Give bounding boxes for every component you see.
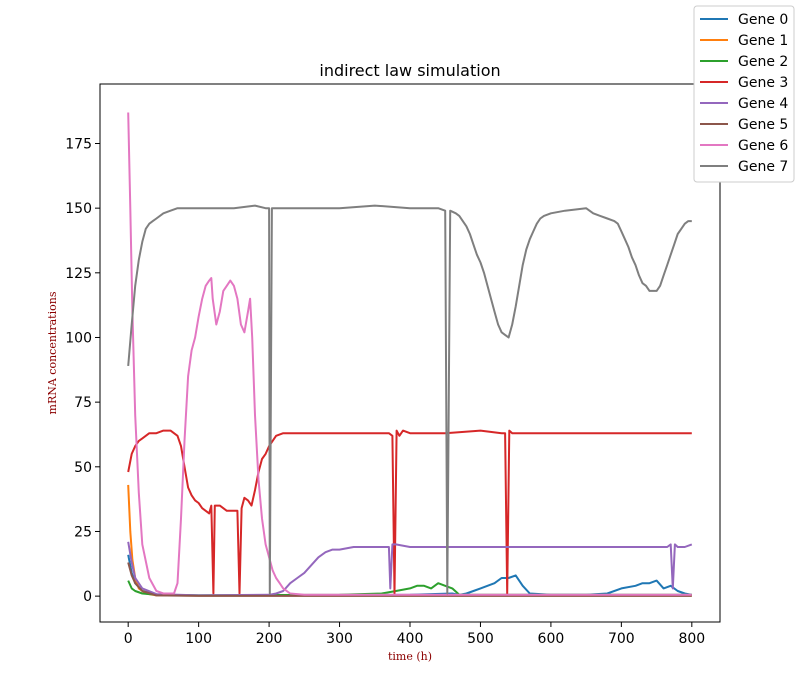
series-line-2	[127, 580, 692, 597]
chart-title: indirect law simulation	[319, 61, 500, 80]
y-tick-label: 100	[65, 330, 92, 346]
series-line-6	[127, 112, 692, 596]
y-tick-label: 175	[65, 136, 92, 152]
x-tick-label: 800	[678, 631, 705, 647]
y-tick-label: 125	[65, 266, 92, 282]
y-tick-label: 25	[74, 524, 92, 540]
y-tick-label: 150	[65, 201, 92, 217]
x-tick-label: 400	[397, 631, 424, 647]
legend-label-5: Gene 5	[738, 117, 788, 133]
legend-label-4: Gene 4	[738, 96, 788, 112]
x-tick-label: 0	[124, 631, 133, 647]
legend-label-0: Gene 0	[738, 12, 788, 28]
y-tick-label: 75	[74, 395, 92, 411]
series-line-4	[127, 541, 693, 597]
x-tick-label: 100	[185, 631, 212, 647]
series-line-7	[127, 204, 692, 595]
legend-label-3: Gene 3	[738, 75, 788, 91]
y-tick-label: 50	[74, 460, 92, 476]
x-tick-label: 200	[256, 631, 283, 647]
series-line-3	[127, 429, 692, 595]
legend-box	[693, 5, 795, 183]
legend-label-1: Gene 1	[738, 33, 788, 49]
legend-label-2: Gene 2	[738, 54, 788, 70]
plot-frame	[99, 83, 721, 623]
legend-label-7: Gene 7	[738, 159, 788, 175]
legend-label-6: Gene 6	[738, 138, 788, 154]
x-tick-label: 500	[467, 631, 494, 647]
x-axis-label: time (h)	[388, 650, 432, 663]
x-tick-label: 700	[608, 631, 635, 647]
x-tick-label: 300	[326, 631, 353, 647]
series-line-5	[127, 562, 692, 597]
y-axis-label: mRNA concentrations	[46, 291, 59, 414]
x-tick-label: 600	[538, 631, 565, 647]
y-tick-label: 0	[83, 589, 92, 605]
